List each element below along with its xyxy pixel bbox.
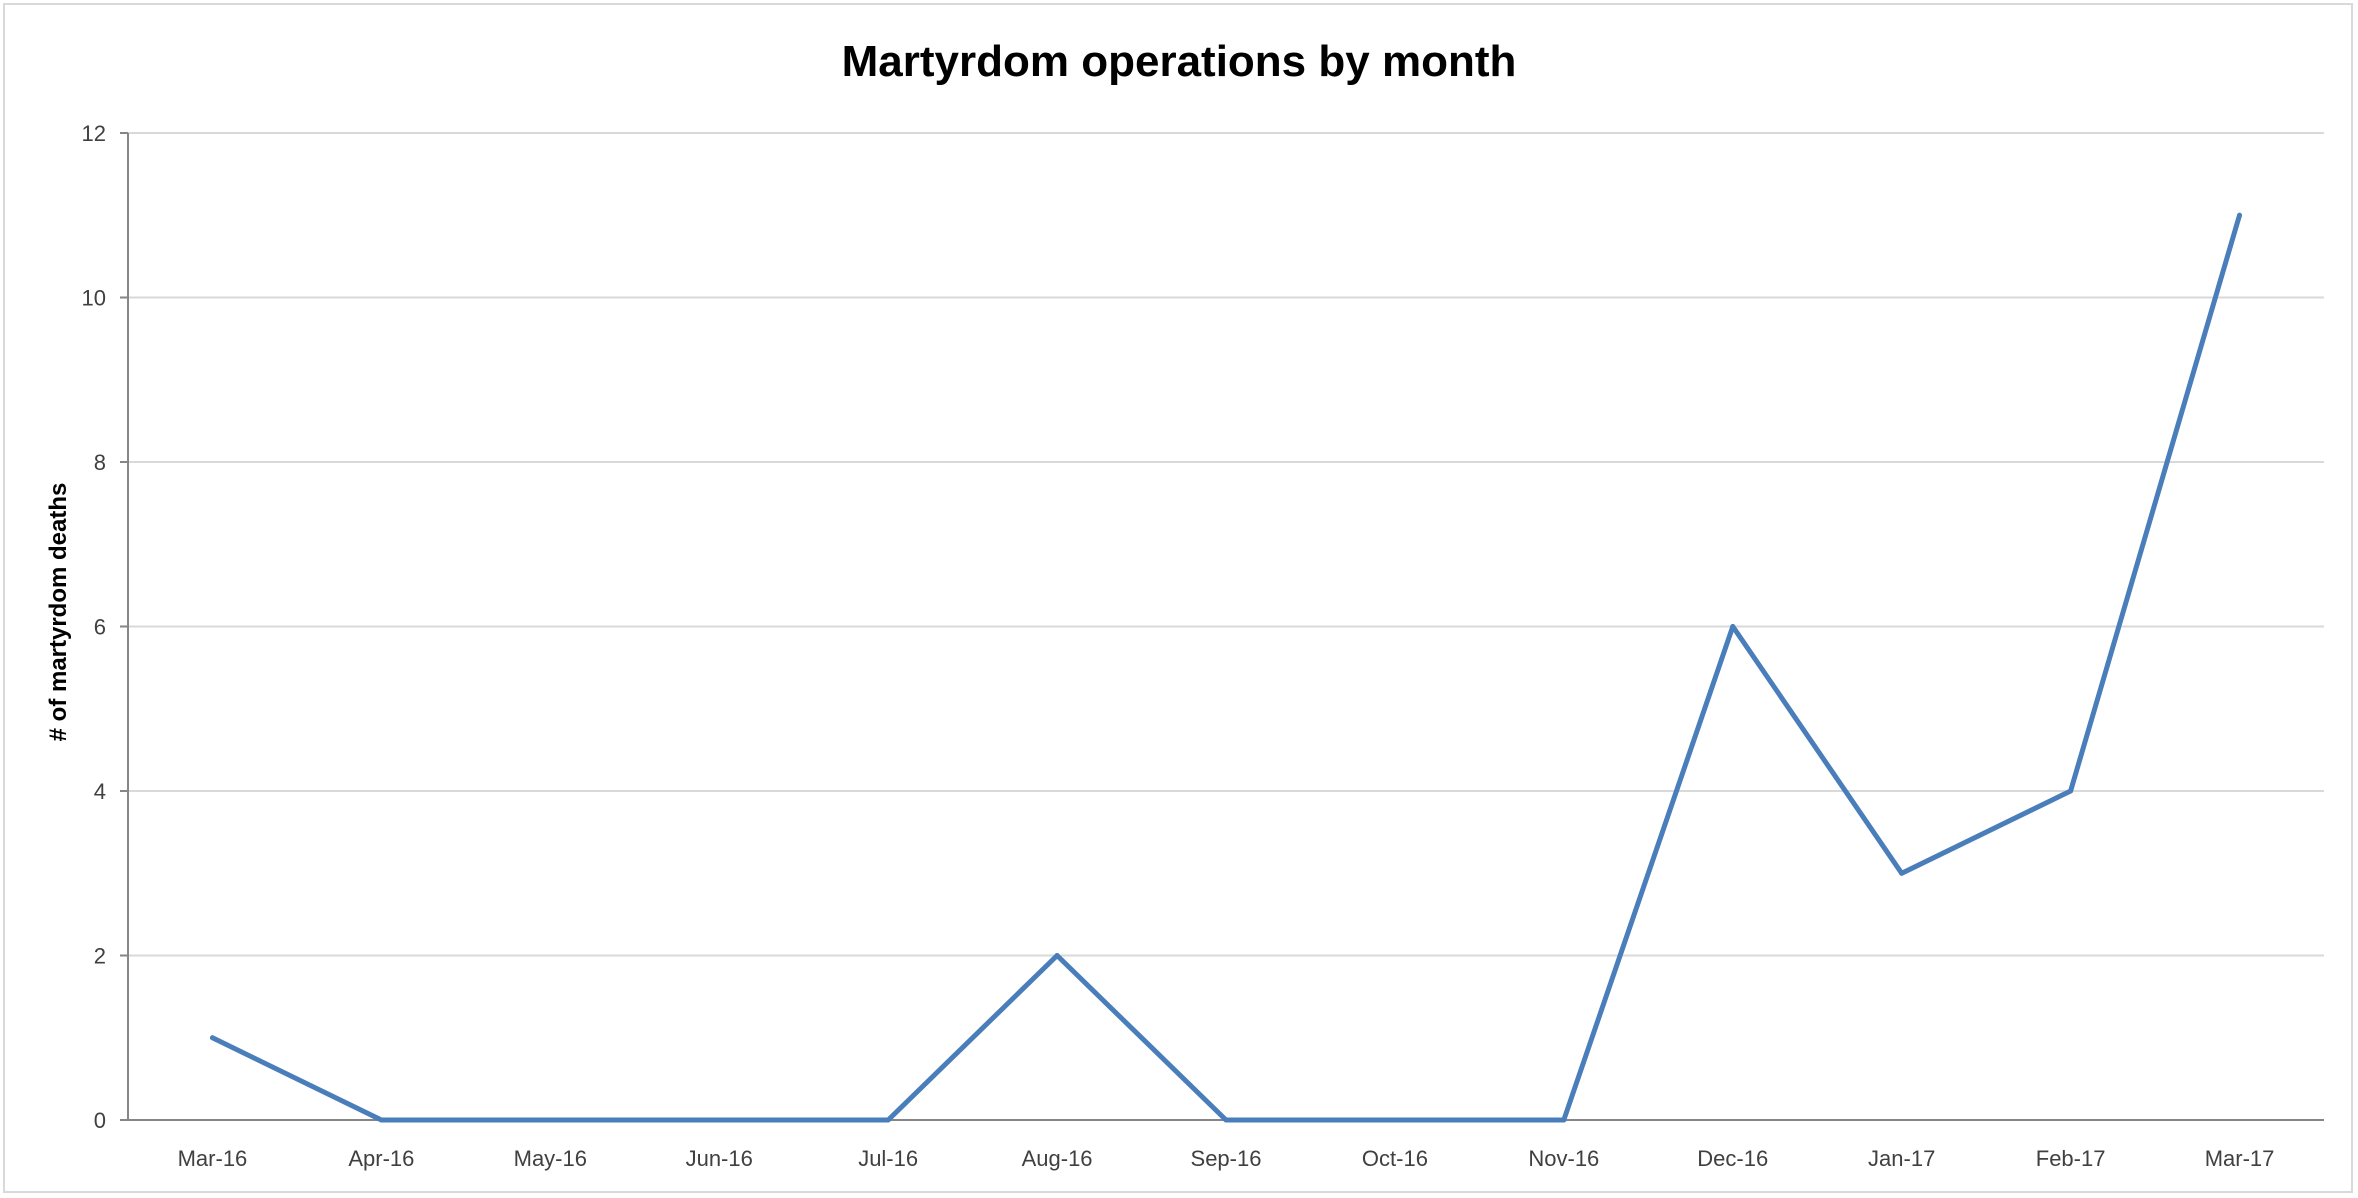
data-point [716,1117,722,1123]
x-tick-label: May-16 [514,1146,587,1171]
x-tick-label: Jan-17 [1868,1146,1935,1171]
x-tick-label: Mar-17 [2205,1146,2275,1171]
data-point [378,1117,384,1123]
data-point [2068,788,2074,794]
y-tick-label: 8 [94,450,106,475]
data-point [1730,624,1736,629]
x-tick-label: Jul-16 [858,1146,918,1171]
data-point [1392,1117,1398,1123]
x-tick-label: Nov-16 [1528,1146,1599,1171]
x-tick-label: Apr-16 [348,1146,414,1171]
y-tick-label: 10 [82,286,106,311]
x-tick-label: Sep-16 [1191,1146,1262,1171]
data-point [547,1117,553,1123]
y-tick-label: 12 [82,121,106,146]
data-point [2237,212,2243,218]
series-line [210,212,2242,1123]
series-layer [209,212,2243,1123]
y-tick-label: 6 [94,615,106,640]
x-tick-label: Mar-16 [178,1146,248,1171]
data-point [1899,870,1905,876]
data-point [209,1035,215,1041]
x-tick-labels: Mar-16 Apr-16 May-16 Jun-16 Jul-16 Aug-16 Sep-… [178,1146,2275,1171]
x-tick-label: Jun-16 [686,1146,753,1171]
x-tick-label: Oct-16 [1362,1146,1428,1171]
data-point [1223,1117,1229,1123]
data-point [885,1117,891,1123]
data-point [1054,953,1060,958]
data-point [1561,1117,1567,1123]
y-tick-label: 0 [94,1108,106,1133]
chart-title: Martyrdom operations by month [842,37,1517,86]
x-tick-label: Aug-16 [1022,1146,1093,1171]
y-tick-label: 4 [94,779,106,804]
gridlines [128,132,2324,957]
x-tick-label: Dec-16 [1697,1146,1768,1171]
y-tick-label: 2 [94,944,106,969]
chart-frame [3,3,2353,1193]
y-tick-labels: 0 2 4 6 8 10 12 [82,121,106,1133]
x-tick-label: Feb-17 [2036,1146,2106,1171]
y-axis-label: # of martyrdom deaths [45,483,72,742]
